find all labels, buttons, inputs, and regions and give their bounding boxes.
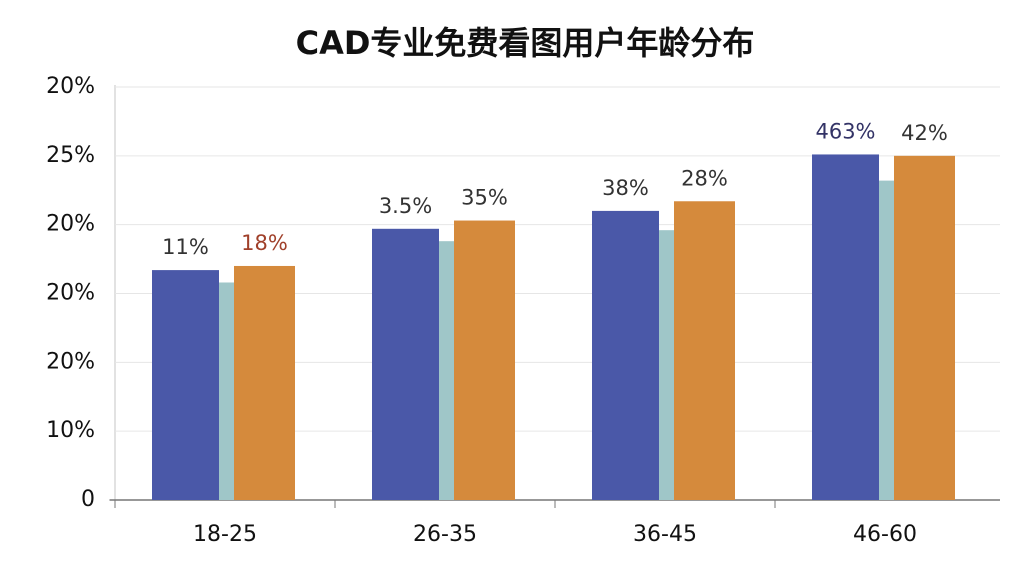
annotation: 38% [602, 176, 649, 200]
y-tick-label: 25% [46, 143, 95, 168]
bar [674, 201, 735, 500]
bar [454, 220, 515, 500]
x-tick-label: 18-25 [193, 522, 257, 547]
bar [439, 241, 454, 501]
annotation: 28% [681, 166, 728, 190]
bar [592, 210, 659, 500]
annotation: 42% [901, 121, 948, 145]
chart-title: CAD专业免费看图用户年龄分布 [296, 24, 755, 62]
y-tick-label: 20% [46, 349, 95, 374]
x-tick-label: 26-35 [413, 522, 477, 547]
y-tick-label: 20% [46, 74, 95, 99]
annotation: 3.5% [379, 194, 432, 218]
bar [219, 282, 234, 500]
x-tick-label: 36-45 [633, 522, 697, 547]
y-tick-label: 0 [81, 487, 95, 512]
bar [812, 154, 879, 500]
annotation: 18% [241, 231, 288, 255]
bar [234, 265, 295, 500]
x-tick-label: 46-60 [853, 522, 917, 547]
annotation: 463% [815, 119, 875, 143]
bar [152, 270, 219, 500]
bar [894, 155, 955, 501]
bar [372, 228, 439, 500]
bar [659, 230, 674, 500]
annotation: 35% [461, 186, 508, 210]
y-tick-label: 10% [46, 418, 95, 443]
y-tick-label: 20% [46, 212, 95, 237]
bar [879, 180, 894, 500]
y-tick-label: 20% [46, 281, 95, 306]
annotation: 11% [162, 235, 209, 259]
